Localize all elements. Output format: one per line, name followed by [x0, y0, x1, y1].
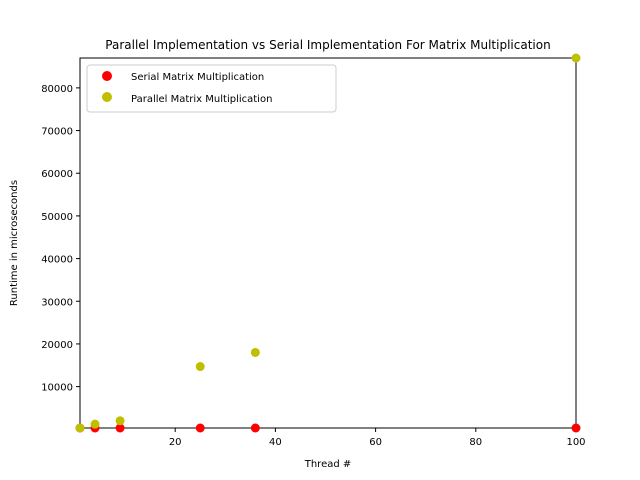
legend-marker-serial — [102, 71, 112, 81]
parallel-data-point — [75, 423, 85, 433]
y-axis: 10000 20000 30000 40000 50000 60000 70000 80000 — [41, 84, 80, 394]
serial-data-point — [571, 423, 581, 433]
legend-label-serial: Serial Matrix Multiplication — [131, 72, 264, 83]
x-axis-label: Thread # — [304, 459, 352, 470]
parallel-data-point — [195, 362, 205, 372]
y-tick-label: 80000 — [41, 84, 73, 95]
y-tick-label: 60000 — [41, 169, 73, 180]
x-tick-label: 20 — [169, 437, 182, 448]
y-tick-label: 50000 — [41, 212, 73, 223]
legend: Serial Matrix Multiplication Parallel Ma… — [86, 64, 337, 113]
serial-data-point — [250, 423, 260, 433]
y-tick-label: 30000 — [41, 297, 73, 308]
y-tick-label: 10000 — [41, 383, 73, 394]
x-tick-label: 100 — [566, 437, 585, 448]
legend-label-parallel: Parallel Matrix Multiplication — [131, 94, 272, 105]
serial-data-point — [115, 423, 125, 433]
parallel-data-point — [250, 347, 260, 357]
legend-frame — [86, 64, 337, 113]
parallel-data-point — [115, 416, 125, 426]
plot-area — [79, 57, 577, 429]
plot-frame — [79, 57, 577, 429]
serial-data-point — [195, 423, 205, 433]
y-axis-label: Runtime in microseconds — [9, 180, 20, 306]
x-axis: 20 40 60 80 100 — [169, 428, 586, 448]
legend-marker-parallel — [102, 92, 112, 102]
x-tick-label: 40 — [269, 437, 282, 448]
parallel-data-point — [90, 419, 100, 429]
data-points — [75, 53, 581, 433]
y-tick-label: 40000 — [41, 255, 73, 266]
y-tick-label: 20000 — [41, 340, 73, 351]
y-tick-label: 70000 — [41, 127, 73, 138]
parallel-data-point — [571, 53, 581, 63]
x-tick-label: 80 — [469, 437, 482, 448]
chart-title: Parallel Implementation vs Serial Implem… — [105, 38, 550, 52]
x-tick-label: 60 — [369, 437, 382, 448]
